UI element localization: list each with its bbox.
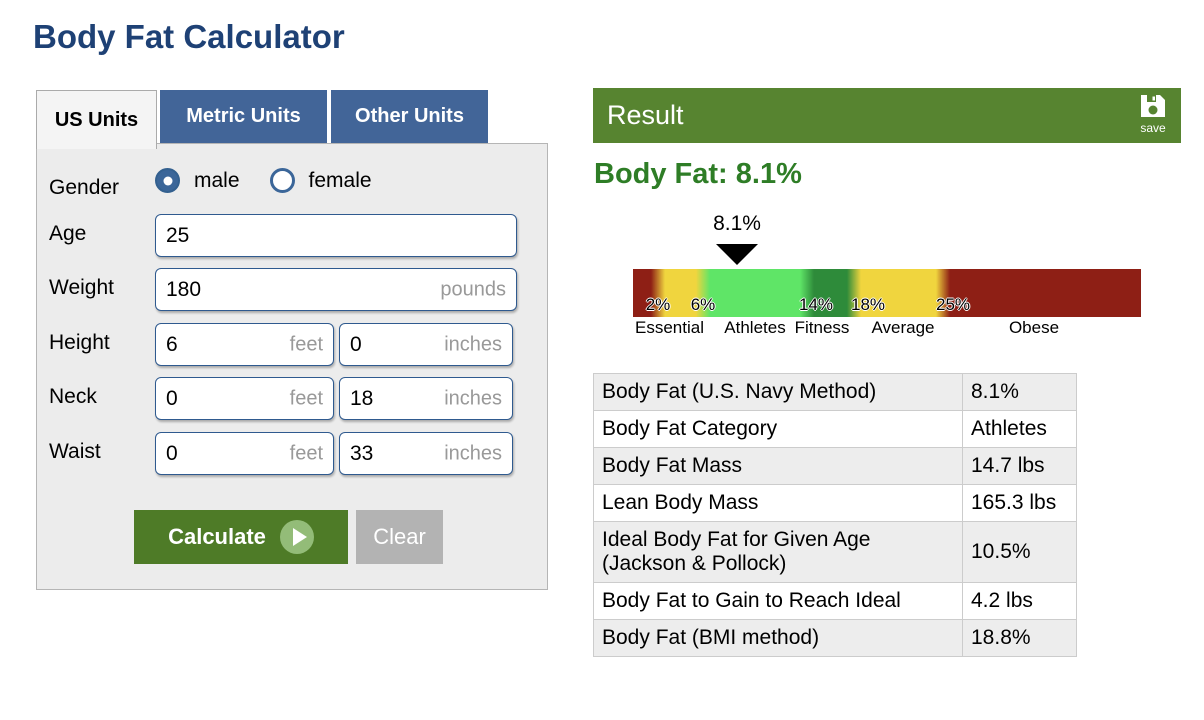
gauge-color-bar [633, 269, 1141, 317]
table-row: Lean Body Mass 165.3 lbs [593, 484, 1077, 522]
table-row: Body Fat Mass 14.7 lbs [593, 447, 1077, 485]
table-row-label: Body Fat (BMI method) [593, 619, 963, 657]
clear-button[interactable]: Clear [356, 510, 443, 564]
table-row-label: Lean Body Mass [593, 484, 963, 522]
gauge-category-label: Fitness [794, 318, 850, 337]
gauge-tick: 6% [690, 295, 716, 314]
gauge-category-label: Athletes [724, 318, 786, 337]
height-feet-input[interactable] [155, 323, 334, 366]
table-row-value: 18.8% [962, 619, 1077, 657]
gauge-category-label: Average [871, 318, 935, 337]
body-fat-gauge: 8.1% 2% 6% 14% 18% 25% Essential Athlete… [633, 212, 1141, 337]
height-label: Height [49, 331, 110, 354]
calculate-button[interactable]: Calculate [134, 510, 348, 564]
gender-row: Gender male female [37, 168, 547, 200]
age-input[interactable] [155, 214, 517, 257]
gender-label: Gender [49, 176, 120, 199]
input-form-panel: Gender male female Age Weight pounds Hei… [36, 143, 548, 590]
gauge-tick: 2% [645, 295, 671, 314]
save-button[interactable]: save [1133, 94, 1173, 135]
gauge-tick: 14% [798, 295, 834, 314]
table-row-label: Ideal Body Fat for Given Age (Jackson & … [593, 521, 963, 583]
table-row-value: 165.3 lbs [962, 484, 1077, 522]
weight-input[interactable] [155, 268, 517, 311]
gauge-tick: 18% [850, 295, 886, 314]
body-fat-result-headline: Body Fat: 8.1% [594, 158, 802, 190]
table-row: Ideal Body Fat for Given Age (Jackson & … [593, 521, 1077, 583]
neck-label: Neck [49, 385, 97, 408]
result-header-title: Result [607, 100, 684, 130]
table-row: Body Fat to Gain to Reach Ideal 4.2 lbs [593, 582, 1077, 620]
gauge-category-label: Essential [635, 318, 704, 337]
tab-us-units[interactable]: US Units [36, 90, 157, 149]
waist-feet-input[interactable] [155, 432, 334, 475]
waist-label: Waist [49, 440, 101, 463]
result-header: Result save [593, 88, 1181, 143]
save-floppy-icon [1141, 95, 1165, 117]
result-table: Body Fat (U.S. Navy Method) 8.1% Body Fa… [593, 373, 1077, 657]
male-radio[interactable] [155, 168, 180, 193]
table-row-value: 14.7 lbs [962, 447, 1077, 485]
table-row: Body Fat Category Athletes [593, 410, 1077, 448]
gauge-category-label: Obese [1008, 318, 1060, 337]
table-row-label: Body Fat to Gain to Reach Ideal [593, 582, 963, 620]
gauge-tick: 25% [935, 295, 971, 314]
gauge-marker-triangle-icon [716, 244, 758, 265]
table-row-label: Body Fat Mass [593, 447, 963, 485]
female-radio-label[interactable]: female [308, 168, 372, 192]
tab-metric-units[interactable]: Metric Units [160, 90, 327, 143]
table-row: Body Fat (U.S. Navy Method) 8.1% [593, 373, 1077, 411]
page-title: Body Fat Calculator [33, 18, 345, 55]
table-row: Body Fat (BMI method) 18.8% [593, 619, 1077, 657]
table-row-value: 4.2 lbs [962, 582, 1077, 620]
table-row-label: Body Fat (U.S. Navy Method) [593, 373, 963, 411]
male-radio-label[interactable]: male [194, 168, 240, 192]
table-row-value: 10.5% [962, 521, 1077, 583]
table-row-value: 8.1% [962, 373, 1077, 411]
gauge-marker-value: 8.1% [713, 212, 761, 235]
weight-label: Weight [49, 276, 114, 299]
tab-other-units[interactable]: Other Units [331, 90, 488, 143]
calculate-button-label: Calculate [168, 524, 266, 549]
age-label: Age [49, 222, 87, 245]
play-icon [279, 520, 314, 554]
female-radio[interactable] [269, 168, 295, 193]
table-row-value: Athletes [962, 410, 1077, 448]
neck-feet-input[interactable] [155, 377, 334, 420]
save-button-label: save [1140, 121, 1166, 135]
waist-inches-input[interactable] [339, 432, 513, 475]
neck-inches-input[interactable] [339, 377, 513, 420]
height-inches-input[interactable] [339, 323, 513, 366]
table-row-label: Body Fat Category [593, 410, 963, 448]
